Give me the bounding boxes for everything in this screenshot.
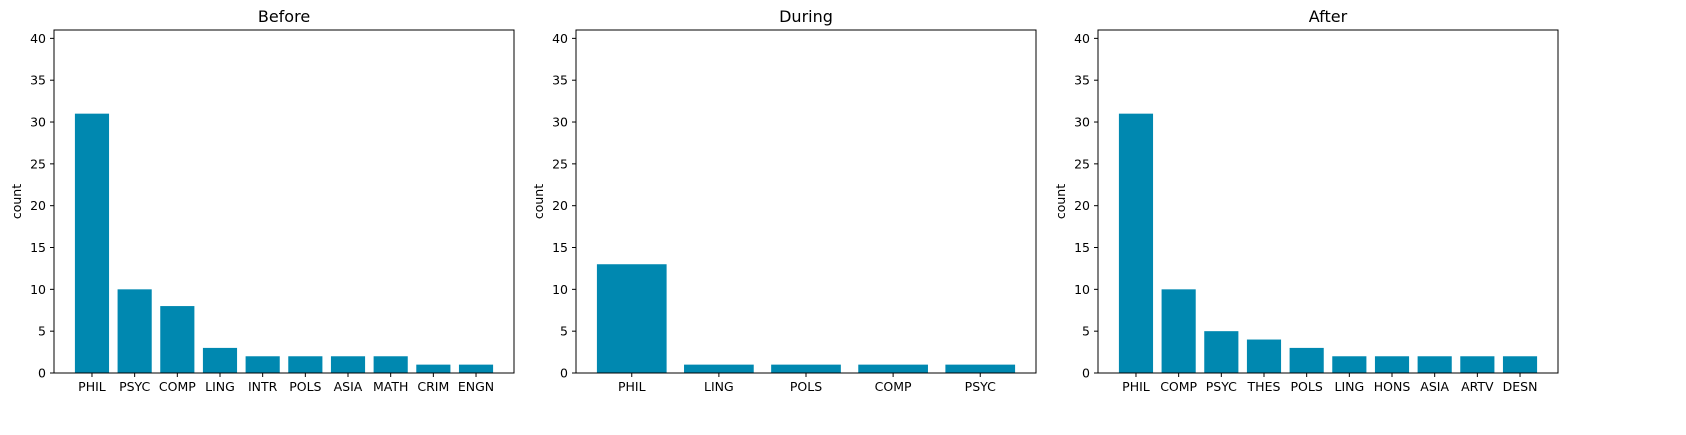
- x-tick-label-ling: LING: [205, 379, 235, 394]
- y-tick-label-35: 35: [1074, 73, 1090, 88]
- bar-hons: [1374, 356, 1410, 373]
- y-tick-label-25: 25: [30, 156, 46, 171]
- bar-thes: [1246, 339, 1282, 373]
- bar-pols: [771, 364, 841, 373]
- bar-ling: [684, 364, 754, 373]
- plot-frame: [53, 29, 515, 374]
- x-tick-label-artv: ARTV: [1461, 379, 1494, 394]
- y-tick-label-20: 20: [1074, 198, 1090, 213]
- bar-engn: [458, 364, 494, 373]
- y-tick-label-20: 20: [30, 198, 46, 213]
- x-tick-label-comp: COMP: [159, 379, 196, 394]
- x-tick-label-engn: ENGN: [458, 379, 494, 394]
- x-tick-label-intr: INTR: [248, 379, 278, 394]
- plot-frame: [575, 29, 1037, 374]
- bar-math: [373, 356, 408, 373]
- bar-psyc: [117, 289, 152, 373]
- chart-panel-during: PHIL LING POLS COMP PSYC 0 5 10 15 20 25 30 35 40 Duri…: [531, 7, 1037, 394]
- bar-pols: [288, 356, 323, 373]
- y-tick-label-40: 40: [552, 31, 568, 46]
- x-tick-label-asia: ASIA: [1420, 379, 1449, 394]
- x-tick-label-phil: PHIL: [1122, 379, 1150, 394]
- x-tick-label-comp: COMP: [875, 379, 912, 394]
- bar-crim: [416, 364, 451, 373]
- x-tick-label-desn: DESN: [1503, 379, 1538, 394]
- y-tick-label-30: 30: [30, 115, 46, 130]
- bar-ling: [202, 347, 238, 373]
- y-tick-label-30: 30: [1074, 115, 1090, 130]
- bar-intr: [245, 356, 280, 373]
- y-tick-label-15: 15: [1074, 240, 1090, 255]
- y-tick-label-20: 20: [552, 198, 568, 213]
- y-tick-label-0: 0: [1082, 366, 1090, 381]
- y-axis-label: count: [9, 184, 24, 219]
- y-tick-label-35: 35: [552, 73, 568, 88]
- chart-title: During: [779, 7, 833, 26]
- y-tick-label-10: 10: [1074, 282, 1090, 297]
- x-tick-label-crim: CRIM: [417, 379, 449, 394]
- y-tick-label-15: 15: [30, 240, 46, 255]
- x-tick-label-pols: POLS: [1291, 379, 1323, 394]
- bar-artv: [1460, 356, 1495, 373]
- y-tick-label-40: 40: [30, 31, 46, 46]
- chart-panel-before: PHIL PSYC COMP LING INTR POLS ASIA MATH CRIM ENGN…: [9, 7, 515, 394]
- x-tick-label-phil: PHIL: [78, 379, 106, 394]
- y-axis-label: count: [1053, 184, 1068, 219]
- x-tick-label-thes: THES: [1247, 379, 1281, 394]
- y-tick-label-10: 10: [30, 282, 46, 297]
- y-tick-label-25: 25: [1074, 156, 1090, 171]
- y-tick-label-0: 0: [38, 366, 46, 381]
- bar-phil: [1118, 113, 1154, 373]
- y-tick-label-5: 5: [560, 324, 568, 339]
- x-tick-label-math: MATH: [373, 379, 408, 394]
- x-tick-label-comp: COMP: [1160, 379, 1197, 394]
- y-tick-label-40: 40: [1074, 31, 1090, 46]
- x-tick-label-phil: PHIL: [618, 379, 646, 394]
- bar-psyc: [1204, 331, 1239, 373]
- y-tick-label-15: 15: [552, 240, 568, 255]
- x-tick-label-psyc: PSYC: [965, 379, 996, 394]
- chart-panel-after: PHIL COMP PSYC THES POLS LING HONS ASIA ARTV DESN…: [1053, 7, 1559, 394]
- y-tick-label-35: 35: [30, 73, 46, 88]
- bar-ling: [1332, 356, 1367, 373]
- x-tick-label-psyc: PSYC: [1206, 379, 1237, 394]
- x-tick-label-ling: LING: [704, 379, 734, 394]
- bar-phil: [596, 264, 667, 373]
- bar-psyc: [945, 364, 1016, 373]
- bar-comp: [160, 306, 195, 373]
- chart-title: Before: [258, 7, 310, 26]
- y-tick-label-0: 0: [560, 366, 568, 381]
- bar-comp: [858, 364, 928, 373]
- y-tick-label-25: 25: [552, 156, 568, 171]
- plot-frame: [1097, 29, 1559, 374]
- x-tick-label-pols: POLS: [790, 379, 822, 394]
- x-tick-label-asia: ASIA: [334, 379, 363, 394]
- x-tick-label-hons: HONS: [1374, 379, 1411, 394]
- y-tick-label-5: 5: [1082, 324, 1090, 339]
- bar-phil: [74, 113, 110, 373]
- bar-asia: [330, 356, 366, 373]
- bar-desn: [1502, 356, 1538, 373]
- x-tick-label-pols: POLS: [289, 379, 321, 394]
- chart-title: After: [1309, 7, 1348, 26]
- y-axis-label: count: [531, 184, 546, 219]
- x-tick-label-psyc: PSYC: [119, 379, 150, 394]
- bar-comp: [1161, 289, 1196, 373]
- y-tick-label-10: 10: [552, 282, 568, 297]
- x-tick-label-ling: LING: [1334, 379, 1364, 394]
- bar-pols: [1289, 347, 1324, 373]
- bar-asia: [1417, 356, 1452, 373]
- y-tick-label-5: 5: [38, 324, 46, 339]
- y-tick-label-30: 30: [552, 115, 568, 130]
